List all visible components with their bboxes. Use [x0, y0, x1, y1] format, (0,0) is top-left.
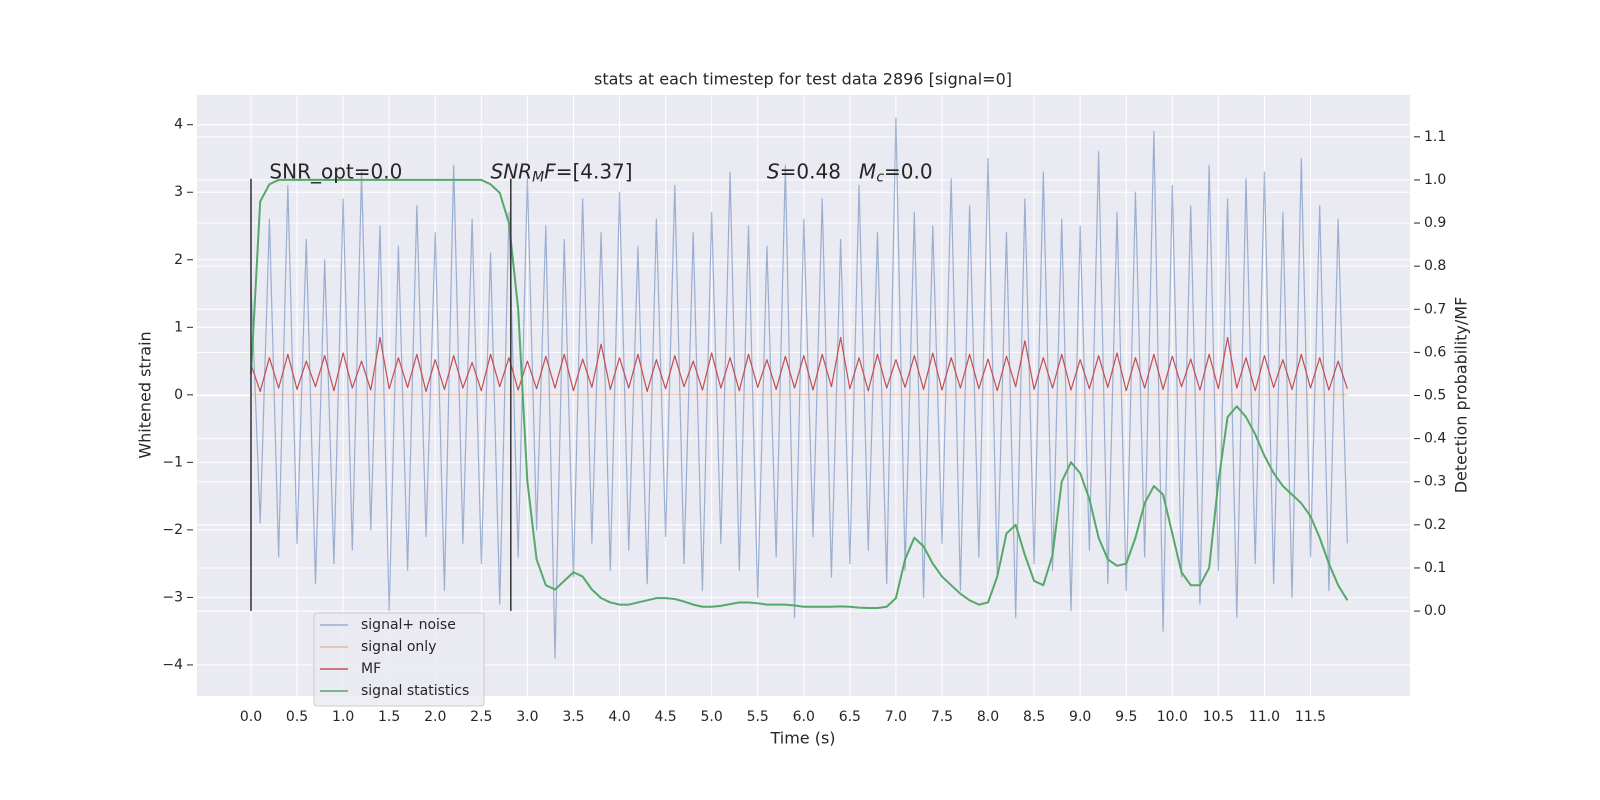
- x-tick-label: 5.0: [701, 709, 723, 725]
- y-tick-label: 0: [174, 387, 183, 403]
- legend-label: signal only: [361, 639, 436, 655]
- y2-tick-label: 0.7: [1424, 301, 1446, 317]
- x-tick-label: 4.0: [608, 709, 630, 725]
- x-tick-label: 0.0: [240, 709, 262, 725]
- annotation: S=0.48: [767, 159, 841, 183]
- y-tick-label: −4: [162, 657, 183, 673]
- annotation: SNR_opt=0.0: [269, 159, 402, 183]
- y2-tick-label: 0.8: [1424, 258, 1446, 274]
- legend-label: signal+ noise: [361, 617, 456, 633]
- x-tick-label: 11.0: [1249, 709, 1280, 725]
- annotation-part: =[4.37]: [556, 159, 633, 183]
- y2-tick-label: 0.4: [1424, 431, 1446, 447]
- x-tick-label: 6.0: [793, 709, 815, 725]
- y-tick-label: 3: [174, 184, 183, 200]
- annotation-part: =0.0: [884, 159, 933, 183]
- y2-tick-label: 0.3: [1424, 474, 1446, 490]
- chart-title: stats at each timestep for test data 289…: [594, 70, 1012, 89]
- annotation-part: =0.48: [780, 159, 841, 183]
- y2-tick-label: 0.2: [1424, 517, 1446, 533]
- y-tick-label: −2: [162, 522, 183, 538]
- x-tick-label: 11.5: [1295, 709, 1326, 725]
- legend-label: signal statistics: [361, 683, 469, 699]
- annotation-part: F: [544, 159, 556, 183]
- x-tick-label: 0.5: [286, 709, 308, 725]
- y2-tick-label: 0.1: [1424, 560, 1446, 576]
- y-tick-label: 1: [174, 319, 183, 335]
- x-tick-label: 6.5: [839, 709, 861, 725]
- y2-tick-label: 0.5: [1424, 388, 1446, 404]
- x-tick-label: 2.0: [424, 709, 446, 725]
- annotation-part: M: [532, 170, 544, 186]
- x-tick-label: 2.5: [470, 709, 492, 725]
- annotation-part: SNR_opt=0.0: [269, 159, 402, 183]
- y-tick-label: −1: [162, 454, 183, 470]
- marks: [249, 117, 1349, 659]
- x-tick-label: 3.0: [516, 709, 538, 725]
- y2-tick-label: 0.6: [1424, 344, 1446, 360]
- x-tick-label: 10.0: [1157, 709, 1188, 725]
- annotation-part: S: [767, 159, 780, 183]
- x-tick-label: 3.5: [562, 709, 584, 725]
- x-tick-label: 9.5: [1115, 709, 1137, 725]
- x-axis-label: Time (s): [769, 729, 835, 748]
- y2-tick-label: 1.0: [1424, 172, 1446, 188]
- y-tick-label: −3: [162, 589, 183, 605]
- x-tick-label: 5.5: [747, 709, 769, 725]
- x-tick-label: 4.5: [654, 709, 676, 725]
- annotation-part: M: [859, 159, 876, 183]
- x-tick-label: 1.0: [332, 709, 354, 725]
- x-tick-label: 9.0: [1069, 709, 1091, 725]
- y-axis-label: Whitened strain: [136, 331, 155, 458]
- y2-tick-label: 0.0: [1424, 603, 1446, 619]
- annotation: SNRMF=[4.37]: [491, 159, 633, 186]
- series-line: [249, 178, 1349, 610]
- y-tick-label: 2: [174, 252, 183, 268]
- legend-box: [313, 612, 485, 707]
- y-tick-label: 4: [174, 117, 183, 133]
- x-tick-label: 8.0: [977, 709, 999, 725]
- x-tick-label: 7.5: [931, 709, 953, 725]
- x-tick-label: 8.5: [1023, 709, 1045, 725]
- y2-tick-label: 0.9: [1424, 215, 1446, 231]
- x-tick-label: 7.0: [885, 709, 907, 725]
- annotation-part: c: [876, 170, 884, 186]
- annotation-part: SNR: [491, 159, 533, 183]
- x-tick-label: 1.5: [378, 709, 400, 725]
- y2-tick-label: 1.1: [1424, 129, 1446, 145]
- legend-label: MF: [361, 661, 381, 677]
- x-tick-label: 10.5: [1203, 709, 1234, 725]
- annotation: Mc=0.0: [859, 159, 933, 186]
- series-line: [250, 336, 1348, 393]
- series-line: [250, 117, 1348, 659]
- y2-axis-label: Detection probability/MF: [1452, 297, 1471, 494]
